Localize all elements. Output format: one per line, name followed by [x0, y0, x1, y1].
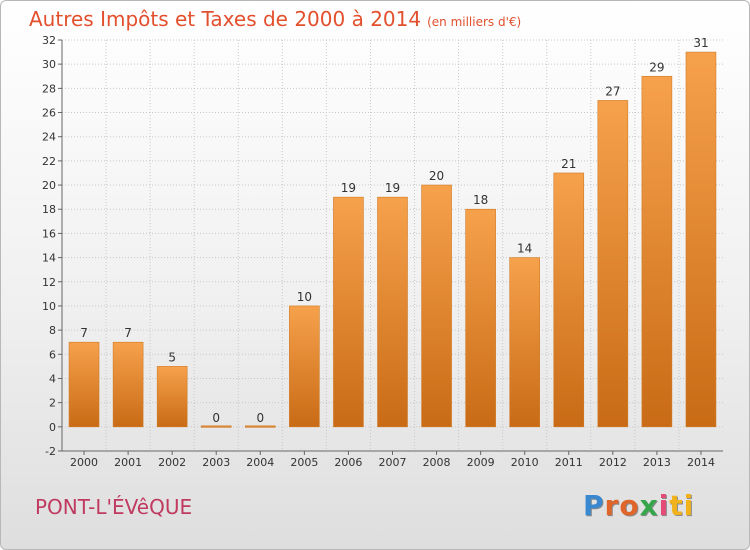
bar — [200, 425, 232, 428]
data-label: 18 — [473, 193, 488, 207]
data-label: 31 — [693, 36, 708, 50]
y-tick-label: 22 — [42, 155, 56, 168]
x-tick-label: 2000 — [70, 456, 98, 469]
data-labels: 7 7 5 0 0 10 19 19 20 18 14 21 27 29 31 — [80, 36, 708, 425]
data-label: 0 — [212, 411, 220, 425]
bar — [685, 51, 717, 428]
data-label: 10 — [297, 290, 312, 304]
x-tick-label: 2009 — [467, 456, 495, 469]
y-tick-label: 6 — [49, 348, 56, 361]
x-tick-label: 2014 — [687, 456, 715, 469]
bar — [333, 196, 364, 428]
data-label: 20 — [429, 169, 444, 183]
x-tick-label: 2001 — [114, 456, 142, 469]
x-tick-label: 2002 — [158, 456, 186, 469]
data-label: 27 — [605, 84, 620, 98]
y-tick-label: 28 — [42, 82, 56, 95]
x-tick-label: 2010 — [511, 456, 539, 469]
y-tick-label: 10 — [42, 300, 56, 313]
y-tick-label: 12 — [42, 276, 56, 289]
bar — [641, 75, 673, 428]
bar — [421, 184, 452, 428]
bar — [509, 257, 540, 428]
bar — [245, 425, 276, 428]
chart-title: Autres Impôts et Taxes de 2000 à 2014 (en… — [29, 7, 521, 31]
data-label: 7 — [124, 326, 132, 340]
chart-title-text: Autres Impôts et Taxes de 2000 à 2014 — [29, 7, 422, 31]
bar — [465, 208, 496, 428]
y-tick-label: 24 — [42, 131, 56, 144]
data-label: 7 — [80, 326, 88, 340]
logo-letter-i: i — [658, 489, 670, 522]
bar — [597, 100, 629, 428]
data-label: 29 — [649, 60, 664, 74]
data-label: 19 — [341, 181, 356, 195]
data-label: 14 — [517, 242, 532, 256]
bar — [377, 196, 408, 428]
bar — [112, 341, 144, 428]
bar — [289, 305, 320, 428]
y-tick-label: 18 — [42, 203, 56, 216]
chart-title-unit: (en milliers d'€) — [427, 15, 522, 29]
y-tick-label: 14 — [42, 252, 56, 265]
logo-letter-x: x — [639, 489, 659, 522]
logo-letters-ro: ro — [604, 489, 640, 522]
y-tick-label: 0 — [49, 421, 56, 434]
data-label: 21 — [561, 157, 576, 171]
x-tick-label: 2013 — [643, 456, 671, 469]
y-tick-label: 26 — [42, 107, 56, 120]
y-tick-label: 32 — [42, 34, 56, 47]
y-tick-label: 8 — [49, 324, 56, 337]
bars — [68, 51, 717, 428]
bar — [68, 341, 100, 428]
data-label: 19 — [385, 181, 400, 195]
x-tick-label: 2006 — [334, 456, 362, 469]
data-label: 0 — [256, 411, 264, 425]
commune-name: PONT-L'ÉVêQUE — [35, 495, 193, 519]
data-label: 5 — [168, 350, 176, 364]
y-tick-label: 30 — [42, 58, 56, 71]
bar — [156, 366, 188, 428]
y-tick-label: 2 — [49, 397, 56, 410]
y-tick-label: 4 — [49, 372, 56, 385]
x-tick-label: 2012 — [599, 456, 627, 469]
x-tick-label: 2005 — [290, 456, 318, 469]
y-tick-label: -2 — [45, 445, 56, 458]
x-tick-label: 2004 — [246, 456, 274, 469]
proxiti-logo[interactable]: Proxiti — [583, 489, 694, 522]
x-tick-label: 2008 — [423, 456, 451, 469]
x-tick-label: 2003 — [202, 456, 230, 469]
y-tick-label: 20 — [42, 179, 56, 192]
y-tick-label: 16 — [42, 227, 56, 240]
logo-letter-p: P — [583, 489, 605, 522]
bar — [553, 172, 585, 428]
x-tick-label: 2011 — [555, 456, 583, 469]
logo-letters-ti: ti — [669, 489, 695, 522]
x-tick-label: 2007 — [379, 456, 407, 469]
